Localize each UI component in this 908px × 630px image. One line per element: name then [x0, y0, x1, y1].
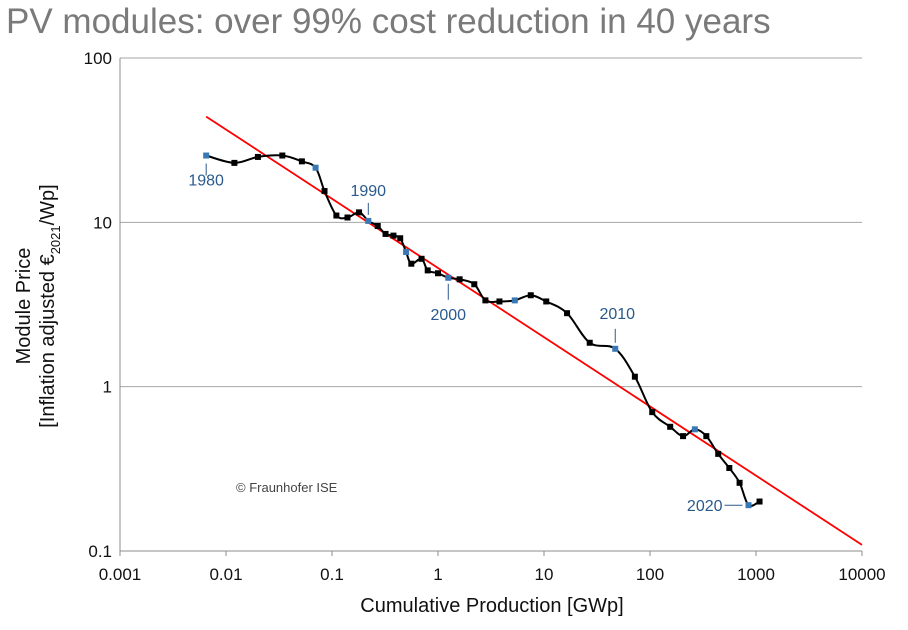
data-point-6	[321, 188, 328, 195]
data-point-34	[680, 433, 687, 440]
trend-line-segment	[205, 115, 863, 546]
price-series	[203, 152, 763, 509]
y-axis-title-line2: [Inflation adjusted €2021/Wp]	[37, 184, 63, 428]
data-point-33	[667, 423, 674, 430]
year-label-2020: 2020	[687, 498, 723, 515]
year-label-2010: 2010	[599, 306, 635, 323]
data-point-4	[298, 158, 305, 165]
data-point-21	[456, 276, 463, 283]
data-point-28	[564, 310, 571, 317]
trend-line	[205, 115, 863, 546]
data-point-20	[445, 274, 452, 281]
x-tick-label-7: 10000	[838, 565, 885, 584]
chart-title: PV modules: over 99% cost reduction in 4…	[6, 2, 771, 41]
data-point-41	[756, 498, 763, 505]
data-point-22	[471, 281, 478, 288]
data-point-32	[649, 409, 656, 416]
data-point-24	[496, 298, 503, 305]
data-point-3	[279, 152, 286, 159]
year-label-1990: 1990	[350, 183, 386, 200]
data-point-1	[231, 159, 238, 166]
year-labels: 1980 1990 2000 2010 2020	[188, 163, 743, 515]
data-point-14	[397, 235, 404, 242]
data-point-10	[365, 217, 372, 224]
data-point-25	[511, 297, 518, 304]
data-point-36	[703, 433, 710, 440]
x-tick-labels: 0.001 0.01 0.1 1 10 100 1000 10000	[99, 565, 886, 584]
data-point-17	[418, 255, 425, 262]
data-point-26	[527, 292, 534, 299]
axes	[119, 58, 863, 556]
copyright-note: © Fraunhofer ISE	[236, 480, 338, 495]
data-point-30	[612, 345, 619, 352]
year-label-2000: 2000	[430, 307, 466, 324]
data-point-2	[254, 153, 261, 160]
data-point-39	[736, 479, 743, 486]
data-point-35	[691, 426, 698, 433]
x-tick-label-4: 10	[535, 565, 554, 584]
data-point-27	[543, 298, 550, 305]
y-tick-labels: 0.1 1 10 100	[84, 49, 112, 561]
x-tick-label-5: 100	[636, 565, 664, 584]
x-tick-label-3: 1	[433, 565, 442, 584]
data-point-31	[631, 373, 638, 380]
y-axis-title-line1: Module Price	[13, 248, 35, 365]
x-tick-label-6: 1000	[737, 565, 775, 584]
data-point-29	[586, 339, 593, 346]
x-tick-label-2: 0.1	[320, 565, 344, 584]
price-series-line	[205, 154, 760, 508]
y-axis-title-prefix: [Inflation adjusted €	[37, 254, 59, 427]
y-tick-label-0: 0.1	[88, 542, 112, 561]
data-point-7	[333, 212, 340, 219]
x-tick-label-1: 0.01	[209, 565, 242, 584]
y-tick-label-3: 100	[84, 49, 112, 68]
data-point-18	[424, 267, 431, 274]
year-label-1980: 1980	[188, 173, 224, 190]
data-point-5	[312, 164, 319, 171]
x-axis-title: Cumulative Production [GWp]	[360, 595, 623, 617]
data-point-11	[374, 222, 381, 229]
data-point-16	[408, 260, 415, 267]
data-point-12	[382, 230, 389, 237]
data-point-40	[745, 502, 752, 509]
data-point-13	[390, 232, 397, 239]
y-tick-label-1: 1	[103, 378, 112, 397]
data-point-9	[356, 209, 363, 216]
y-tick-label-2: 10	[93, 213, 112, 232]
y-axis-title-suffix: /Wp]	[37, 184, 59, 225]
data-point-0	[203, 152, 210, 159]
data-point-37	[715, 450, 722, 457]
y-axis-title-subscript: 2021	[48, 225, 63, 254]
data-point-23	[482, 297, 489, 304]
data-point-38	[726, 464, 733, 471]
data-point-15	[403, 248, 410, 255]
data-point-8	[344, 214, 351, 221]
data-point-19	[435, 270, 441, 277]
x-tick-label-0: 0.001	[99, 565, 142, 584]
